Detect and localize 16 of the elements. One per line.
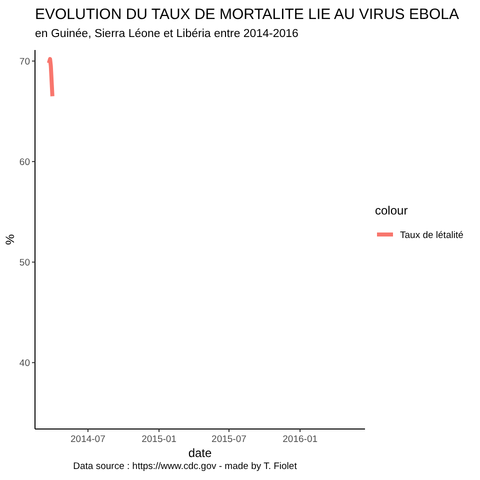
chart-subtitle: en Guinée, Sierra Léone et Libéria entre 2014-2016 (35, 28, 298, 40)
chart-title: EVOLUTION DU TAUX DE MORTALITE LIE AU VIRUS EBOLA (35, 6, 459, 23)
x-tick-label: 2014-07 (70, 434, 106, 445)
legend-title: colour (375, 204, 408, 218)
y-tick-label: 50 (19, 257, 30, 268)
x-tick-label: 2015-07 (212, 434, 246, 445)
x-tick-label: 2015-01 (142, 434, 176, 445)
legend-label: Taux de létalité (400, 230, 464, 241)
y-tick-label: 70 (19, 56, 30, 68)
source-note: Data source : https://www.cdc.gov - made by T. Fiolet (73, 461, 298, 472)
y-tick-label: 40 (19, 358, 30, 369)
x-tick-label: 2016-01 (282, 434, 318, 445)
x-axis-title: date (188, 446, 212, 460)
y-tick-label: 60 (19, 156, 30, 168)
line-series (46, 57, 54, 98)
y-axis-title: % (3, 234, 17, 245)
